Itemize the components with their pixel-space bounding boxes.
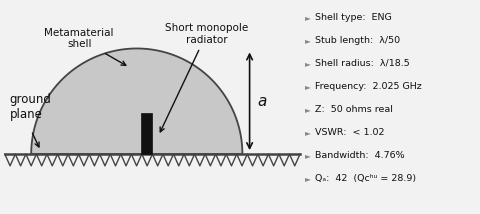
Text: VSWR:  < 1.02: VSWR: < 1.02 [315,128,385,137]
Text: ►: ► [305,59,311,68]
Text: ►: ► [305,105,311,114]
Text: Stub length:  λ/50: Stub length: λ/50 [315,36,400,45]
Text: a: a [257,94,267,109]
Text: ►: ► [305,151,311,160]
Text: Shell radius:  λ/18.5: Shell radius: λ/18.5 [315,59,410,68]
Text: Frequency:  2.025 GHz: Frequency: 2.025 GHz [315,82,422,91]
Text: ground
plane: ground plane [10,93,51,121]
Text: Z:  50 ohms real: Z: 50 ohms real [315,105,393,114]
Text: ►: ► [305,36,311,45]
Text: Bandwidth:  4.76%: Bandwidth: 4.76% [315,151,405,160]
Text: ►: ► [305,174,311,183]
Text: ►: ► [305,128,311,137]
Bar [141,113,152,154]
Text: Qₐ:  42  (Qᴄʰᵘ = 28.9): Qₐ: 42 (Qᴄʰᵘ = 28.9) [315,174,417,183]
Text: Shell type:  ENG: Shell type: ENG [315,13,392,22]
Text: Short monopole
radiator: Short monopole radiator [160,24,248,132]
Text: ►: ► [305,13,311,22]
Text: Metamaterial
shell: Metamaterial shell [45,28,126,65]
Polygon shape [31,49,242,154]
Text: ►: ► [305,82,311,91]
